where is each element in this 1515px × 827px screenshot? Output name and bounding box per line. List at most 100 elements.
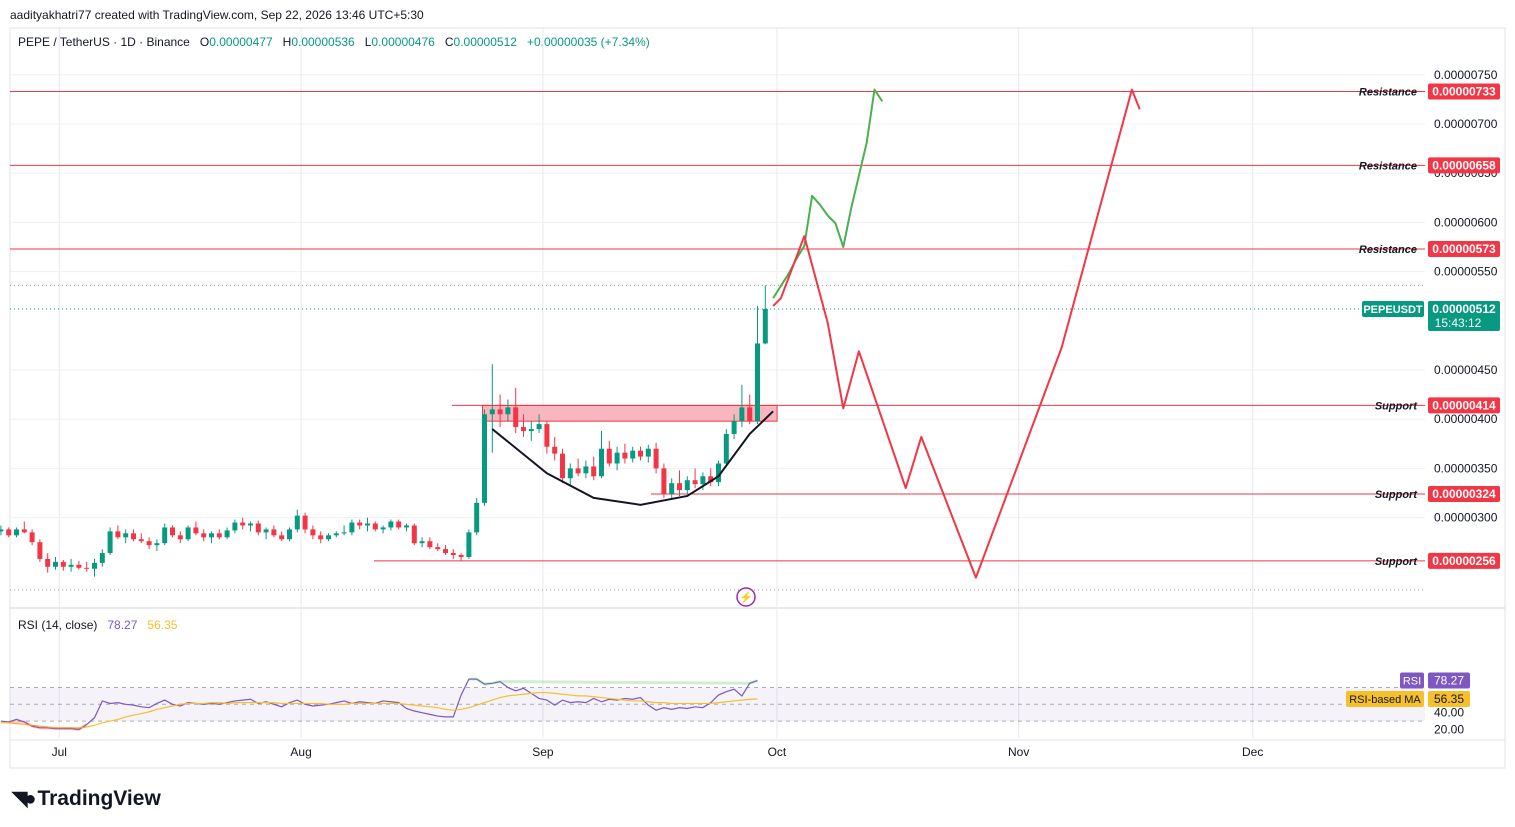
time-tick-label: Nov <box>1008 745 1029 759</box>
cup-pattern-curve <box>491 410 774 506</box>
rsi-legend-value: 78.27 <box>107 618 138 632</box>
candle-body <box>567 468 573 479</box>
rsi-ma-value-badge <box>1428 690 1470 707</box>
candle-body <box>404 525 409 528</box>
candle-body <box>669 483 675 494</box>
candle-body <box>60 561 66 567</box>
candle-body <box>755 343 760 422</box>
price-tick-label: 0.00000750 <box>1434 68 1498 82</box>
lightning-icon <box>736 587 756 607</box>
candle-body <box>739 407 745 422</box>
rsi-ma-legend-value: 56.35 <box>147 618 178 632</box>
candle-body <box>357 522 363 526</box>
level-label: Support <box>1375 400 1418 412</box>
candle-body <box>365 523 370 526</box>
candle-body <box>443 549 448 554</box>
symbol-badge <box>1362 300 1424 317</box>
candle-body <box>606 448 612 464</box>
candle-body <box>84 567 90 569</box>
candle-body <box>201 533 207 538</box>
candle-body <box>677 483 682 491</box>
time-tick-label: Oct <box>768 745 787 759</box>
level-price-label: 0.00000324 <box>1432 487 1496 501</box>
level-price-badge <box>1428 552 1500 569</box>
price-tick-label: 0.00000350 <box>1434 461 1498 475</box>
candle-body <box>131 533 136 540</box>
candle-body <box>388 521 394 528</box>
candle-body <box>263 529 269 533</box>
candle-body <box>372 523 378 530</box>
candle-body <box>248 523 253 526</box>
candle-body <box>591 466 597 477</box>
high-value: 0.00000536 <box>291 35 355 49</box>
candle-body <box>622 452 628 459</box>
candle-body <box>37 542 43 559</box>
candle-body <box>396 521 402 528</box>
candle-body <box>224 530 230 538</box>
level-price-badge <box>1428 157 1500 174</box>
rsi-ma-line <box>0 691 758 729</box>
candle-body <box>333 533 339 536</box>
rsi-ma-value-label: 56.35 <box>1434 692 1464 706</box>
candle-body <box>255 523 261 533</box>
level-price-label: 0.00000573 <box>1432 242 1496 256</box>
tradingview-logo[interactable]: ◥● TradingView <box>12 786 161 811</box>
chart-credit: aadityakhatri77 created with TradingView… <box>10 8 424 22</box>
candle-body <box>349 522 355 533</box>
rsi-title[interactable]: RSI (14, close) <box>18 618 98 632</box>
candle-body <box>747 407 753 422</box>
rsi-name-label: RSI <box>1403 676 1421 688</box>
candle-body <box>240 522 246 526</box>
candle-body <box>692 480 698 485</box>
candle-body <box>653 448 659 469</box>
candle-body <box>419 541 425 544</box>
rsi-tick-label: 20.00 <box>1434 723 1464 737</box>
price-tick-label: 0.00000600 <box>1434 215 1498 229</box>
bar-countdown: 15:43:12 <box>1435 316 1482 330</box>
candle-body <box>271 529 277 536</box>
close-label: C <box>444 35 454 49</box>
symbol-name[interactable]: PEPE / TetherUS · 1D · Binance <box>18 35 190 49</box>
lightning-glyph: ⚡ <box>739 591 753 604</box>
level-label: Support <box>1375 556 1418 568</box>
price-tick-label: 0.00000700 <box>1434 117 1498 131</box>
candle-body <box>138 539 144 542</box>
symbol-legend: PEPE / TetherUS · 1D · Binance O0.000004… <box>18 35 650 49</box>
candle-body <box>21 529 27 533</box>
candle-body <box>731 421 737 434</box>
candle-body <box>528 429 534 432</box>
candle-body <box>76 564 82 568</box>
candle-body <box>614 452 620 464</box>
candle-body <box>287 529 292 540</box>
price-tick-label: 0.00000300 <box>1434 511 1498 525</box>
rsi-name-badge <box>1400 672 1424 689</box>
price-tick-label: 0.00000400 <box>1434 412 1498 426</box>
time-tick-label: Sep <box>532 745 554 759</box>
candle-body <box>53 561 58 567</box>
tradingview-logo-text: TradingView <box>37 786 161 810</box>
level-price-badge <box>1428 240 1500 257</box>
candle-body <box>14 529 19 536</box>
candle-body <box>232 522 238 531</box>
candle-body <box>68 564 74 567</box>
level-price-label: 0.00000658 <box>1432 158 1496 172</box>
candle-body <box>123 533 129 538</box>
level-price-badge <box>1428 83 1500 100</box>
candle-body <box>170 527 175 536</box>
candle-body <box>708 476 714 483</box>
candle-body <box>497 409 503 415</box>
level-label: Resistance <box>1359 87 1417 99</box>
level-price-badge <box>1428 397 1500 414</box>
candle-body <box>435 547 441 550</box>
candle-body <box>466 532 472 557</box>
price-tick-label: 0.00000550 <box>1434 265 1498 279</box>
rsi-ma-name-badge <box>1346 690 1424 707</box>
candle-body <box>536 424 542 430</box>
candle-body <box>341 532 347 534</box>
candle-body <box>661 468 667 494</box>
candle-body <box>279 535 285 540</box>
rsi-overbought-highlight <box>468 677 758 686</box>
candle-body <box>318 535 324 540</box>
open-value: 0.00000477 <box>209 35 273 49</box>
